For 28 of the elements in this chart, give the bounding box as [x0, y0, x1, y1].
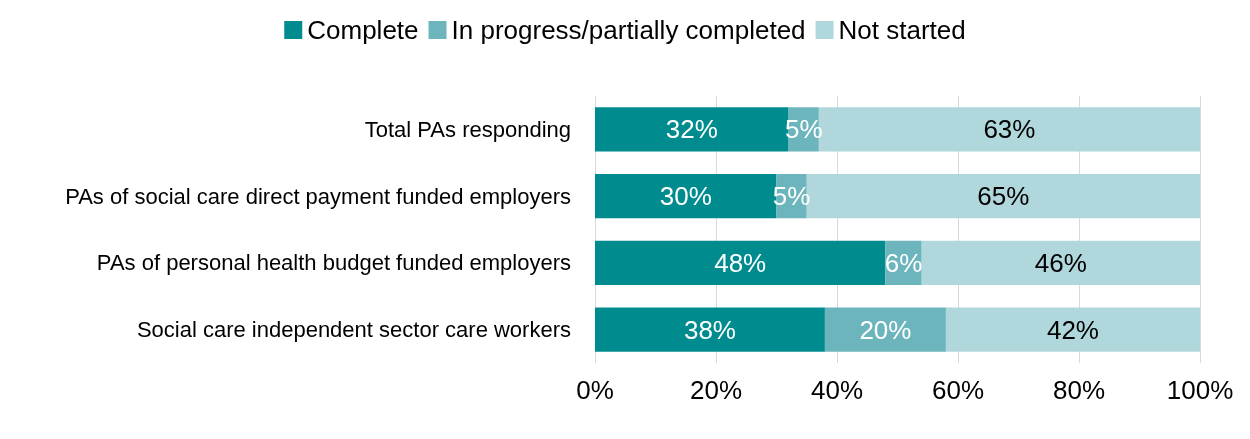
y-tick-label: Social care independent sector care workers — [136, 317, 571, 343]
data-label: 38% — [683, 314, 736, 345]
data-label: 30% — [659, 181, 712, 212]
x-tick-label: 0% — [576, 375, 614, 405]
bar — [921, 240, 1200, 285]
x-tick-label: 40% — [810, 375, 864, 405]
data-label: 42% — [1046, 314, 1099, 345]
legend-label: In progress/partially completed — [451, 15, 806, 45]
data-label: 48% — [714, 247, 767, 278]
x-tick-label: 60% — [931, 375, 985, 405]
data-label: 6% — [884, 247, 923, 278]
y-tick-label: PAs of social care direct payment funded employers — [65, 183, 571, 209]
bar — [595, 240, 886, 285]
x-tick-label: 100% — [1166, 375, 1234, 405]
y-tick-label: Total PAs responding — [364, 116, 571, 142]
data-label: 65% — [977, 181, 1030, 212]
x-tick-label: 20% — [689, 375, 743, 405]
bar — [595, 307, 825, 352]
y-tick-label: PAs of personal health budget funded employers — [96, 250, 571, 276]
bar — [824, 307, 946, 352]
legend-label: Not started — [838, 15, 966, 45]
bar — [945, 307, 1200, 352]
data-label: 20% — [859, 314, 912, 345]
x-tick-label: 80% — [1052, 375, 1106, 405]
data-label: 63% — [983, 114, 1036, 145]
data-label: 46% — [1034, 247, 1087, 278]
legend-label: Complete — [307, 15, 419, 45]
data-label: 32% — [665, 114, 718, 145]
